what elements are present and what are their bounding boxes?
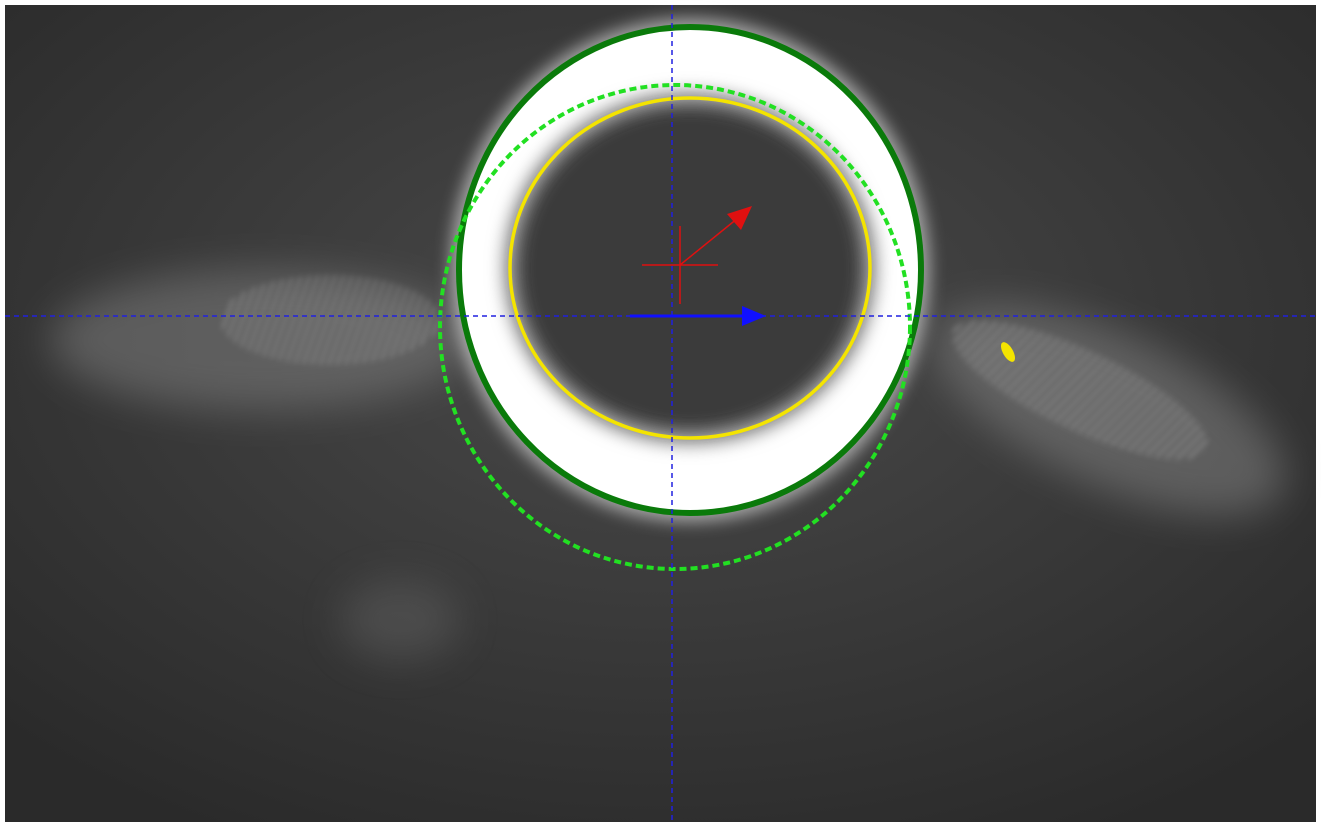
lumen — [518, 106, 862, 430]
reference-contour — [438, 83, 912, 571]
inner-contour — [508, 96, 872, 440]
haze — [50, 270, 1286, 660]
offset-arrow-head — [727, 206, 752, 230]
offset-arrow — [679, 217, 739, 266]
arrow-head — [742, 306, 766, 326]
outer-contour — [456, 24, 924, 516]
marker — [1001, 342, 1015, 362]
